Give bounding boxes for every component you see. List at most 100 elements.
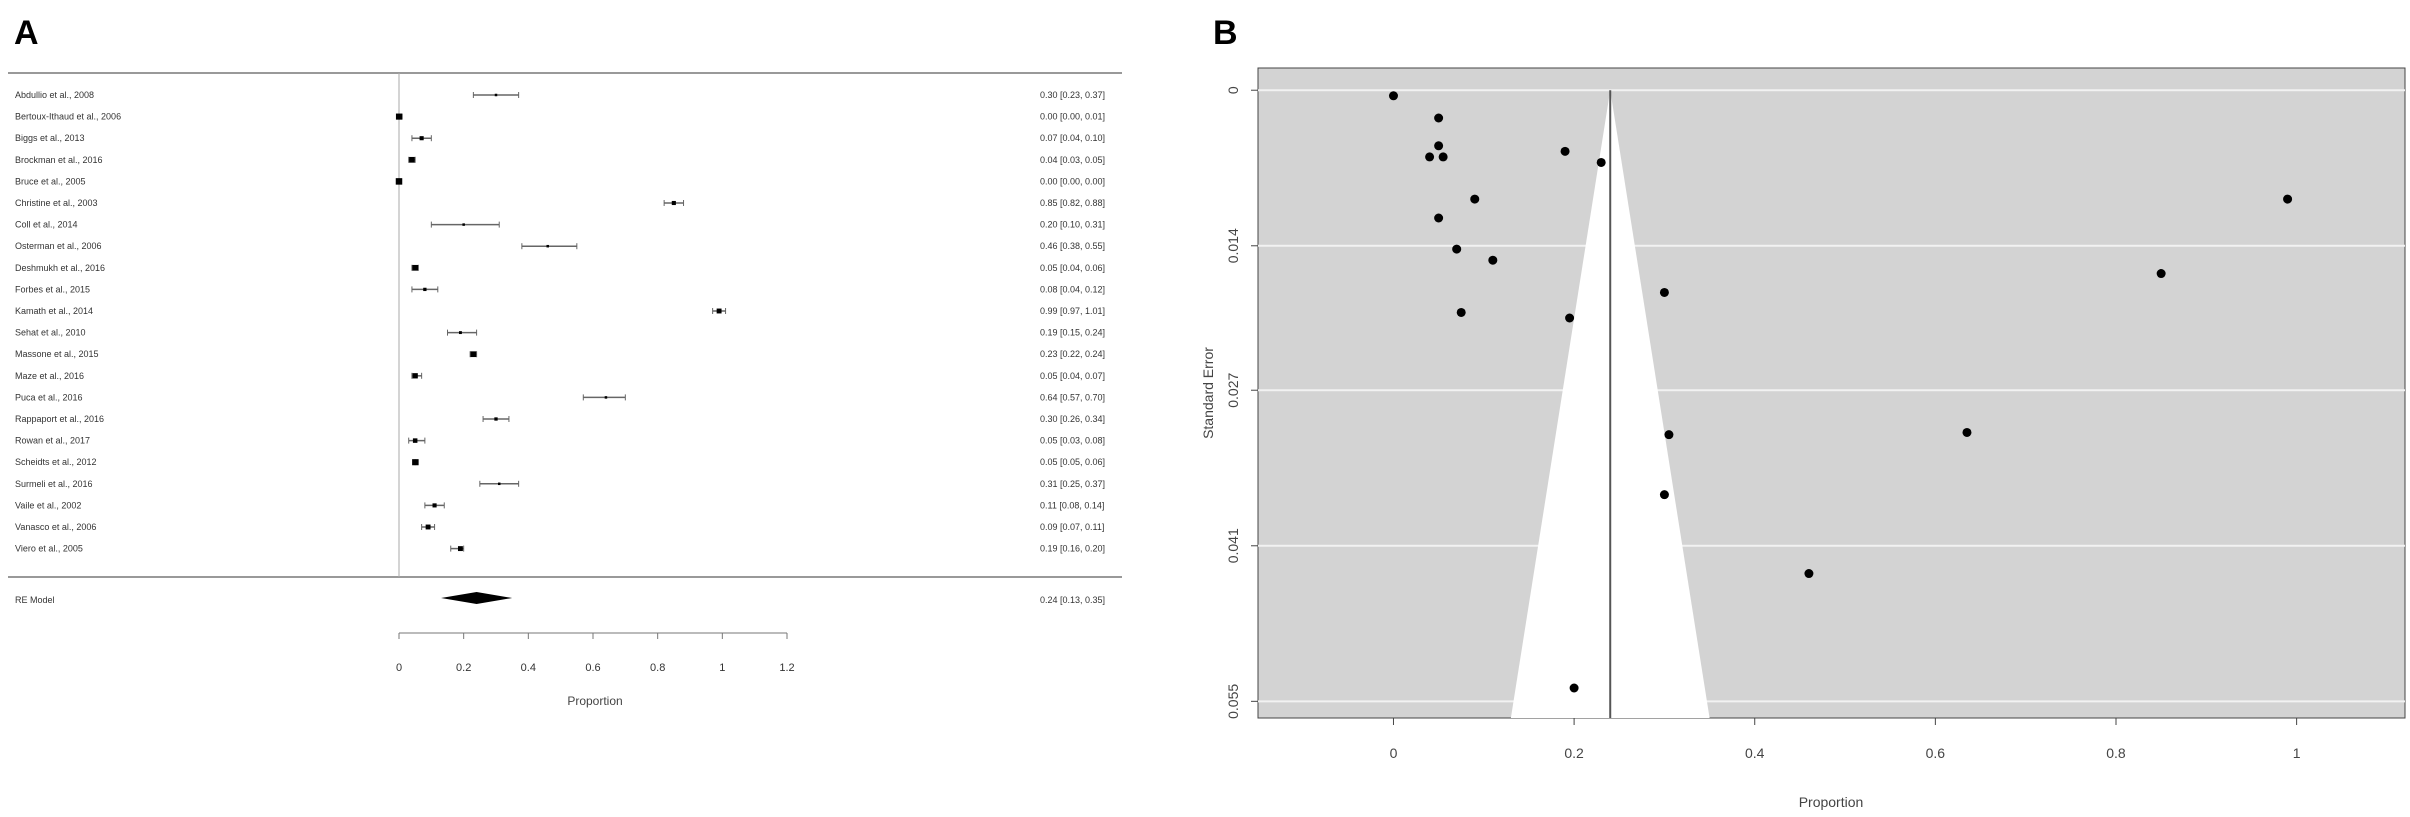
study-ci-text: 0.19 [0.16, 0.20] bbox=[1040, 544, 1105, 554]
funnel-point bbox=[1434, 141, 1444, 151]
funnel-point bbox=[1804, 569, 1814, 579]
funnel-point bbox=[1388, 91, 1398, 101]
funnel-point bbox=[1565, 313, 1575, 323]
forest-tick-label: 1.2 bbox=[779, 662, 794, 674]
funnel-y-tick-label: 0.027 bbox=[1225, 372, 1241, 407]
funnel-y-axis-title: Standard Error bbox=[1200, 347, 1216, 439]
study-point bbox=[458, 331, 462, 335]
study-point bbox=[494, 417, 498, 421]
funnel-point bbox=[1569, 683, 1579, 693]
study-point bbox=[671, 200, 676, 206]
study-label: Rappaport et al., 2016 bbox=[15, 414, 104, 424]
funnel-point bbox=[1664, 430, 1674, 440]
study-point bbox=[716, 308, 722, 314]
study-point bbox=[409, 156, 415, 163]
study-ci-text: 0.09 [0.07, 0.11] bbox=[1040, 522, 1104, 532]
summary-diamond bbox=[441, 592, 513, 604]
study-label: Bertoux-Ithaud et al., 2006 bbox=[15, 112, 121, 122]
study-point bbox=[423, 287, 427, 292]
study-point bbox=[432, 503, 437, 508]
study-ci-text: 0.08 [0.04, 0.12] bbox=[1040, 284, 1105, 294]
study-ci-text: 0.23 [0.22, 0.24] bbox=[1040, 349, 1105, 359]
forest-x-axis: 0 0.2 0.4 0.6 0.8 1 1.2 bbox=[396, 632, 795, 674]
funnel-point bbox=[1438, 152, 1448, 162]
forest-rows: Abdullio et al., 2008 0.30 [0.23, 0.37] Be… bbox=[15, 90, 1105, 554]
study-ci-text: 0.31 [0.25, 0.37] bbox=[1040, 479, 1105, 489]
funnel-points bbox=[1388, 91, 2293, 693]
study-point bbox=[425, 524, 431, 530]
forest-tick-label: 0.4 bbox=[521, 662, 536, 674]
study-label: Vaile et al., 2002 bbox=[15, 500, 81, 510]
study-point bbox=[604, 396, 608, 399]
funnel-plot-area bbox=[1257, 67, 2406, 719]
study-label: Bruce et al., 2005 bbox=[15, 176, 86, 186]
funnel-point bbox=[1434, 113, 1444, 123]
funnel-gridlines bbox=[1258, 89, 2405, 703]
funnel-point bbox=[1456, 307, 1466, 317]
funnel-point bbox=[1659, 287, 1669, 297]
study-label: Kamath et al., 2014 bbox=[15, 306, 93, 316]
funnel-point bbox=[1488, 255, 1498, 265]
funnel-point bbox=[2283, 194, 2293, 204]
forest-plot-panel: A Abdullio et al., 2008 0.30 [0.23, 0.37]… bbox=[8, 14, 1122, 708]
funnel-point bbox=[1962, 427, 1972, 437]
study-point bbox=[419, 136, 424, 141]
forest-tick-label: 0 bbox=[396, 662, 402, 674]
study-label: Coll et al., 2014 bbox=[15, 220, 78, 230]
forest-tick-label: 0.6 bbox=[585, 662, 600, 674]
funnel-point bbox=[1425, 152, 1435, 162]
study-ci-text: 0.64 [0.57, 0.70] bbox=[1040, 392, 1105, 402]
summary-label: RE Model bbox=[15, 595, 55, 605]
study-point bbox=[395, 178, 403, 185]
study-label: Osterman et al., 2006 bbox=[15, 241, 102, 251]
funnel-x-axis: 0 0.2 0.4 0.6 0.8 1 bbox=[1390, 718, 2301, 761]
study-ci-text: 0.20 [0.10, 0.31] bbox=[1040, 220, 1105, 230]
funnel-x-tick-label: 0.6 bbox=[1926, 745, 1946, 761]
study-ci-text: 0.11 [0.08, 0.14] bbox=[1040, 500, 1104, 510]
forest-summary: RE Model 0.24 [0.13, 0.35] bbox=[15, 592, 1105, 605]
funnel-point bbox=[2156, 269, 2166, 279]
study-point bbox=[546, 244, 549, 248]
study-label: Brockman et al., 2016 bbox=[15, 155, 103, 165]
study-point bbox=[412, 264, 419, 271]
study-ci-text: 0.30 [0.23, 0.37] bbox=[1040, 90, 1105, 100]
funnel-x-tick-label: 0.4 bbox=[1745, 745, 1765, 761]
study-ci-text: 0.07 [0.04, 0.10] bbox=[1040, 133, 1105, 143]
funnel-y-axis: 0 0.014 0.027 0.041 0.055 bbox=[1225, 86, 1258, 719]
funnel-point bbox=[1434, 213, 1444, 223]
study-label: Viero et al., 2005 bbox=[15, 544, 83, 554]
study-label: Vanasco et al., 2006 bbox=[15, 522, 96, 532]
funnel-y-tick-label: 0.041 bbox=[1225, 528, 1241, 563]
study-label: Biggs et al., 2013 bbox=[15, 133, 85, 143]
study-label: Sehat et al., 2010 bbox=[15, 328, 86, 338]
study-ci-text: 0.00 [0.00, 0.01] bbox=[1040, 112, 1105, 122]
study-label: Scheidts et al., 2012 bbox=[15, 457, 97, 467]
study-label: Christine et al., 2003 bbox=[15, 198, 98, 208]
funnel-x-tick-label: 0.2 bbox=[1564, 745, 1584, 761]
funnel-x-tick-label: 1 bbox=[2293, 745, 2301, 761]
study-ci-text: 0.04 [0.03, 0.05] bbox=[1040, 155, 1105, 165]
funnel-x-axis-title: Proportion bbox=[1799, 794, 1864, 810]
study-point bbox=[412, 438, 418, 443]
study-point bbox=[412, 459, 419, 466]
study-label: Abdullio et al., 2008 bbox=[15, 90, 94, 100]
forest-tick-label: 0.8 bbox=[650, 662, 665, 674]
funnel-y-tick-label: 0 bbox=[1225, 86, 1241, 94]
funnel-point bbox=[1452, 244, 1462, 254]
panel-a-letter: A bbox=[14, 14, 39, 52]
study-point bbox=[470, 351, 477, 358]
study-label: Massone et al., 2015 bbox=[15, 349, 99, 359]
funnel-point bbox=[1470, 194, 1480, 204]
forest-tick-label: 0.2 bbox=[456, 662, 471, 674]
study-point bbox=[497, 482, 501, 486]
study-point bbox=[462, 223, 465, 226]
study-ci-text: 0.05 [0.04, 0.06] bbox=[1040, 263, 1105, 273]
funnel-point bbox=[1596, 157, 1606, 167]
study-ci-text: 0.30 [0.26, 0.34] bbox=[1040, 414, 1105, 424]
study-ci-text: 0.85 [0.82, 0.88] bbox=[1040, 198, 1105, 208]
funnel-point bbox=[1560, 146, 1570, 156]
study-label: Puca et al., 2016 bbox=[15, 392, 83, 402]
funnel-x-tick-label: 0 bbox=[1390, 745, 1398, 761]
funnel-y-tick-label: 0.014 bbox=[1225, 228, 1241, 263]
